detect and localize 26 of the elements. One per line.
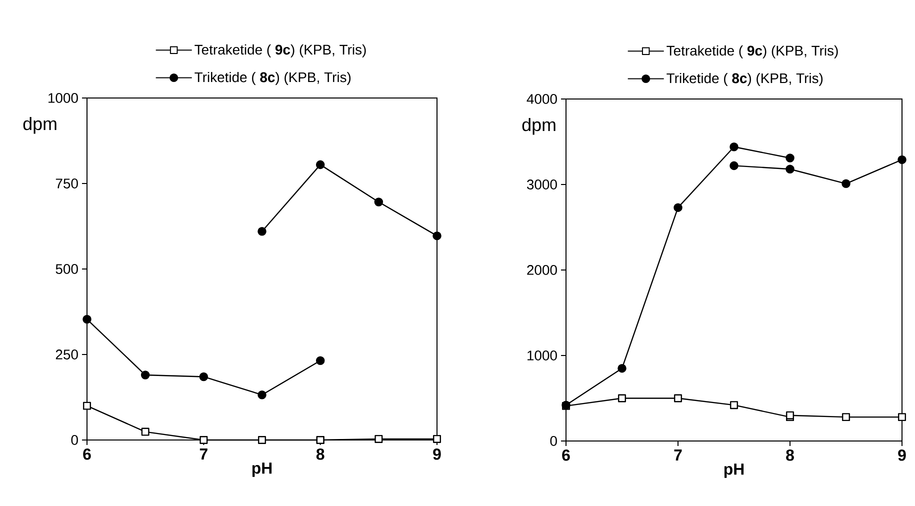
x-tick-label: 7 xyxy=(674,450,682,460)
y-tick-label: 500 xyxy=(56,264,78,274)
y-tick-label: 0 xyxy=(550,436,557,446)
y-tick-label: 0 xyxy=(71,435,78,445)
y-tick-label: 750 xyxy=(56,178,78,188)
x-tick-label: 8 xyxy=(786,450,794,461)
x-tick-label: 9 xyxy=(433,448,441,460)
x-tick-label: 8 xyxy=(316,448,324,460)
y-axis-title: dpm xyxy=(23,116,56,134)
y-tick-label: 1000 xyxy=(48,93,78,103)
x-tick-label: 6 xyxy=(562,450,570,461)
y-tick-label: 4000 xyxy=(526,94,557,104)
x-tick-label: 7 xyxy=(200,448,208,460)
x-tick-label: 9 xyxy=(898,450,906,461)
x-tick-label: 6 xyxy=(83,448,91,460)
legend-label: Triketide ( 8c) (KPB, Tris) xyxy=(194,72,351,85)
x-axis-title: pH xyxy=(252,462,272,477)
y-tick-label: 1000 xyxy=(528,350,557,360)
legend-label: Triketide ( 8c) (KPB, Tris) xyxy=(666,72,823,86)
legend-label: Tetraketide ( 9c) (KPB, Tris) xyxy=(194,44,366,58)
x-axis-title: pH xyxy=(724,464,744,478)
y-axis-title: dpm xyxy=(522,118,556,135)
y-tick-label: 3000 xyxy=(526,180,557,190)
legend-label: Tetraketide ( 9c) (KPB, Tris) xyxy=(666,45,838,58)
y-tick-label: 2000 xyxy=(527,265,557,275)
y-tick-label: 250 xyxy=(56,350,78,360)
